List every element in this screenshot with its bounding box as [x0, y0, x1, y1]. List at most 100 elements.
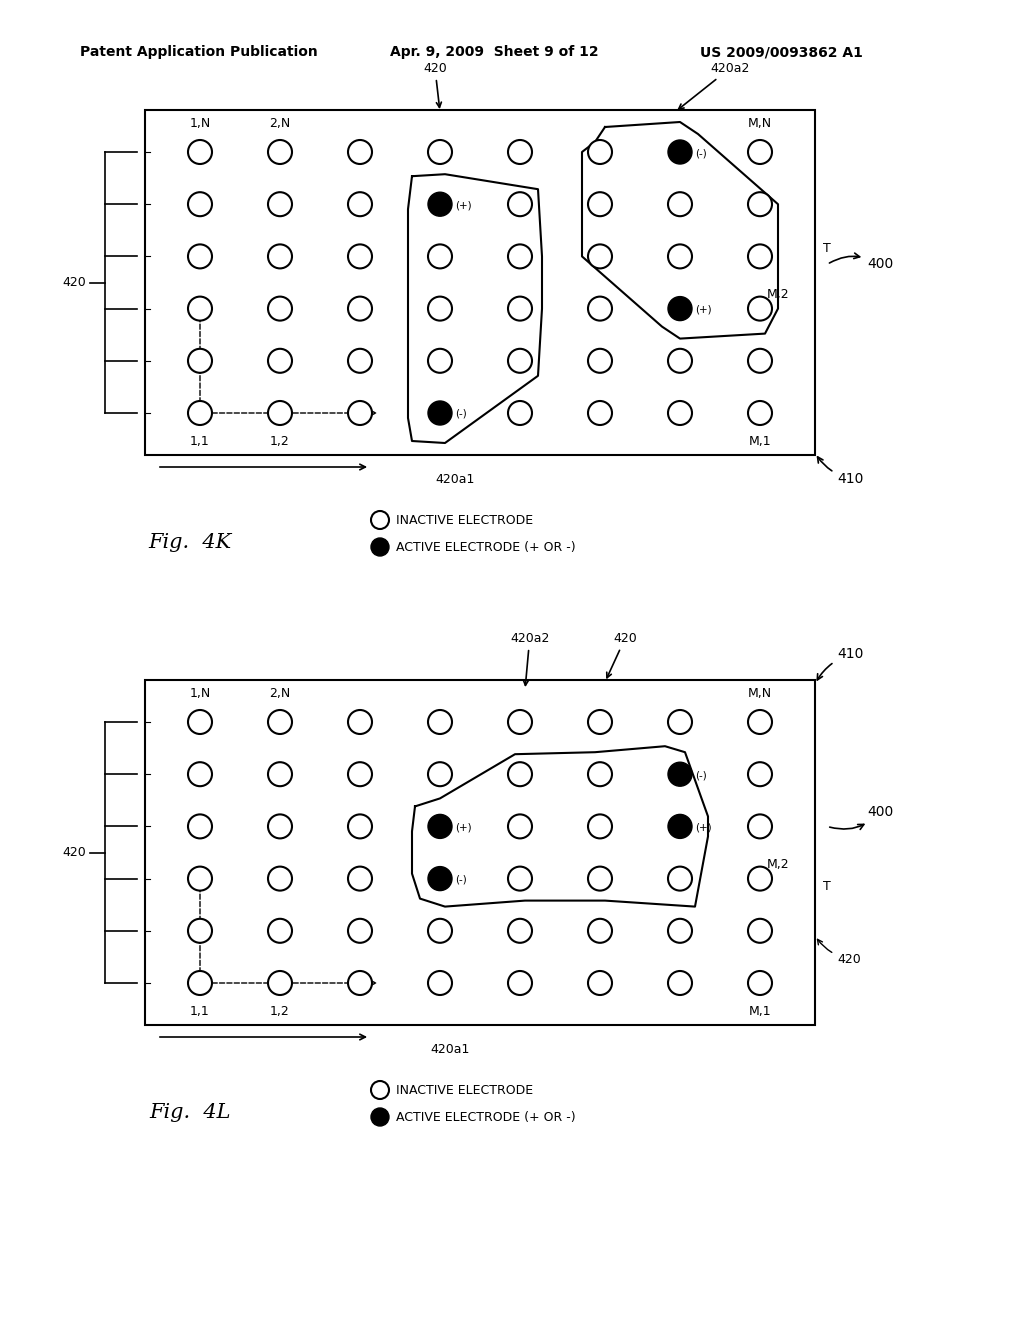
Circle shape [508, 710, 532, 734]
Circle shape [428, 919, 452, 942]
Text: 420: 420 [607, 632, 637, 677]
Circle shape [348, 193, 372, 216]
Text: 420a1: 420a1 [430, 1043, 470, 1056]
Circle shape [428, 814, 452, 838]
Text: T: T [823, 242, 830, 255]
Circle shape [508, 919, 532, 942]
Bar [145, 680, 815, 1026]
Circle shape [268, 140, 292, 164]
Text: Fig.  4L: Fig. 4L [150, 1104, 230, 1122]
Circle shape [588, 297, 612, 321]
Circle shape [668, 297, 692, 321]
Circle shape [268, 193, 292, 216]
Text: INACTIVE ELECTRODE: INACTIVE ELECTRODE [396, 513, 534, 527]
Circle shape [428, 348, 452, 372]
Text: (-): (-) [695, 770, 707, 780]
Text: 1,N: 1,N [189, 117, 211, 131]
Circle shape [668, 193, 692, 216]
Circle shape [268, 919, 292, 942]
Circle shape [748, 919, 772, 942]
Circle shape [268, 244, 292, 268]
Circle shape [428, 297, 452, 321]
Circle shape [188, 867, 212, 891]
Circle shape [348, 867, 372, 891]
Circle shape [588, 401, 612, 425]
Circle shape [348, 297, 372, 321]
Text: 410: 410 [817, 647, 863, 680]
Text: 420a1: 420a1 [435, 473, 475, 486]
Circle shape [188, 401, 212, 425]
Circle shape [508, 762, 532, 787]
Circle shape [428, 867, 452, 891]
Circle shape [268, 814, 292, 838]
Circle shape [188, 919, 212, 942]
Text: M,N: M,N [748, 117, 772, 131]
Circle shape [588, 193, 612, 216]
Text: 1,N: 1,N [189, 688, 211, 701]
Circle shape [748, 814, 772, 838]
Circle shape [348, 762, 372, 787]
Text: (+): (+) [695, 305, 712, 314]
Circle shape [371, 511, 389, 529]
Circle shape [748, 348, 772, 372]
Text: 420a2: 420a2 [679, 62, 750, 110]
Text: 420: 420 [62, 846, 86, 859]
Circle shape [508, 193, 532, 216]
Circle shape [428, 401, 452, 425]
Text: 2,N: 2,N [269, 117, 291, 131]
Circle shape [428, 710, 452, 734]
Circle shape [371, 539, 389, 556]
Bar [145, 110, 815, 455]
Circle shape [588, 348, 612, 372]
Circle shape [668, 814, 692, 838]
Text: INACTIVE ELECTRODE: INACTIVE ELECTRODE [396, 1084, 534, 1097]
Circle shape [748, 193, 772, 216]
Circle shape [371, 1107, 389, 1126]
Circle shape [508, 814, 532, 838]
Circle shape [348, 919, 372, 942]
Circle shape [268, 348, 292, 372]
Circle shape [588, 919, 612, 942]
Circle shape [508, 972, 532, 995]
Text: 1,1: 1,1 [190, 434, 210, 447]
Text: M,1: M,1 [749, 1005, 771, 1018]
Circle shape [668, 919, 692, 942]
Text: 400: 400 [829, 805, 893, 829]
Circle shape [748, 762, 772, 787]
Text: M,N: M,N [748, 688, 772, 701]
Text: 400: 400 [829, 253, 893, 272]
Circle shape [428, 972, 452, 995]
Text: US 2009/0093862 A1: US 2009/0093862 A1 [700, 45, 863, 59]
Circle shape [668, 710, 692, 734]
Circle shape [588, 814, 612, 838]
Circle shape [188, 710, 212, 734]
Circle shape [588, 972, 612, 995]
Circle shape [188, 193, 212, 216]
Circle shape [508, 401, 532, 425]
Circle shape [668, 244, 692, 268]
Circle shape [748, 401, 772, 425]
Text: M,1: M,1 [749, 434, 771, 447]
Circle shape [748, 972, 772, 995]
Circle shape [371, 1081, 389, 1100]
Circle shape [748, 244, 772, 268]
Circle shape [508, 140, 532, 164]
Text: Patent Application Publication: Patent Application Publication [80, 45, 317, 59]
Text: Fig.  4K: Fig. 4K [148, 533, 231, 553]
Circle shape [668, 867, 692, 891]
Circle shape [348, 814, 372, 838]
Circle shape [188, 297, 212, 321]
Text: (+): (+) [455, 201, 472, 210]
Text: (-): (-) [455, 875, 467, 884]
Text: 420: 420 [62, 276, 86, 289]
Circle shape [748, 297, 772, 321]
Circle shape [268, 710, 292, 734]
Circle shape [348, 710, 372, 734]
Circle shape [668, 140, 692, 164]
Circle shape [748, 867, 772, 891]
Text: T: T [823, 880, 830, 894]
Circle shape [508, 867, 532, 891]
Circle shape [428, 244, 452, 268]
Text: 420a2: 420a2 [510, 632, 549, 685]
Circle shape [348, 140, 372, 164]
